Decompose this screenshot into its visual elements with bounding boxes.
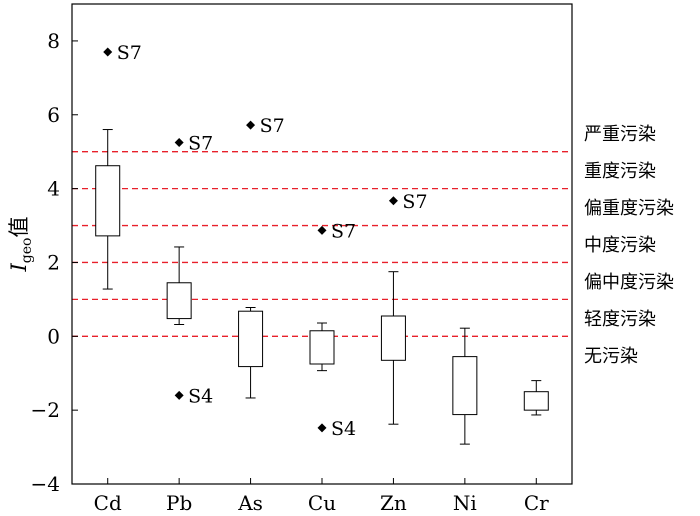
- x-tick-label: Cu: [308, 491, 336, 515]
- y-tick-label: 0: [47, 324, 60, 348]
- outlier: S4: [174, 385, 213, 407]
- box-body: [166, 282, 192, 320]
- x-tick-label: Zn: [380, 491, 407, 515]
- y-tick-label: 2: [47, 250, 60, 274]
- outlier-marker: [103, 47, 113, 57]
- x-tick-label: Ni: [453, 491, 477, 515]
- pollution-level-label: 偏中度污染: [584, 272, 674, 293]
- box-body: [452, 356, 478, 416]
- outlier-label: S4: [331, 418, 356, 440]
- box-pb: [166, 246, 192, 325]
- box-zn: [380, 271, 406, 425]
- outlier-marker: [246, 120, 256, 130]
- outlier: S7: [103, 42, 142, 64]
- y-axis-label: Igeo值: [7, 217, 35, 273]
- y-label-main: I: [7, 262, 31, 272]
- pollution-level-label: 偏重度污染: [584, 198, 674, 219]
- outlier: S4: [317, 418, 356, 440]
- pollution-level-label: 轻度污染: [584, 309, 656, 330]
- box-cd: [95, 129, 121, 290]
- pollution-level-label: 中度污染: [584, 235, 656, 256]
- box-body: [380, 315, 406, 361]
- y-tick-label: 4: [47, 177, 60, 201]
- outlier-label: S7: [331, 220, 356, 242]
- pollution-level-label: 严重污染: [584, 124, 656, 145]
- box-plots: [95, 129, 549, 445]
- box-as: [238, 307, 264, 399]
- outlier-marker: [317, 225, 327, 235]
- x-tick-label: Cr: [524, 491, 549, 515]
- box-ni: [452, 327, 478, 445]
- outlier-marker: [174, 137, 184, 147]
- y-tick-label: 6: [47, 103, 60, 127]
- outlier-points: S7 S7 S4 S7 S7 S4 S7: [103, 42, 428, 440]
- box-cr: [523, 380, 549, 416]
- box-body: [523, 391, 549, 411]
- x-tick-label: Cd: [94, 491, 122, 515]
- box-body: [309, 330, 335, 365]
- y-label-suffix: 值: [7, 217, 31, 238]
- y-tick-label: −2: [31, 398, 60, 422]
- outlier: S7: [174, 132, 213, 154]
- y-tick-label: 8: [47, 29, 60, 53]
- outlier-label: S4: [188, 385, 213, 407]
- box-body: [238, 310, 264, 368]
- outlier-marker: [174, 390, 184, 400]
- outlier-marker: [388, 196, 398, 206]
- reference-lines: [72, 151, 572, 337]
- x-tick-label: As: [237, 491, 263, 515]
- outlier: S7: [388, 191, 428, 213]
- pollution-level-label: 无污染: [584, 346, 638, 367]
- outlier-label: S7: [402, 191, 427, 213]
- plot-area-frame: [71, 3, 573, 485]
- box-cu: [309, 322, 335, 372]
- outlier-label: S7: [260, 115, 285, 137]
- outlier-label: S7: [188, 132, 213, 154]
- outlier-marker: [317, 423, 327, 433]
- outlier-label: S7: [117, 42, 142, 64]
- outlier: S7: [317, 220, 356, 242]
- box-body: [95, 165, 121, 237]
- y-tick-label: −4: [31, 472, 60, 496]
- pollution-level-label: 重度污染: [584, 161, 656, 182]
- y-label-subscript: geo: [19, 238, 35, 264]
- y-axis: −4 −2 0 2 4 6 8: [31, 29, 78, 496]
- x-tick-label: Pb: [166, 491, 192, 515]
- outlier: S7: [246, 115, 285, 137]
- x-axis: Cd Pb As Cu Zn Ni Cr: [94, 478, 549, 515]
